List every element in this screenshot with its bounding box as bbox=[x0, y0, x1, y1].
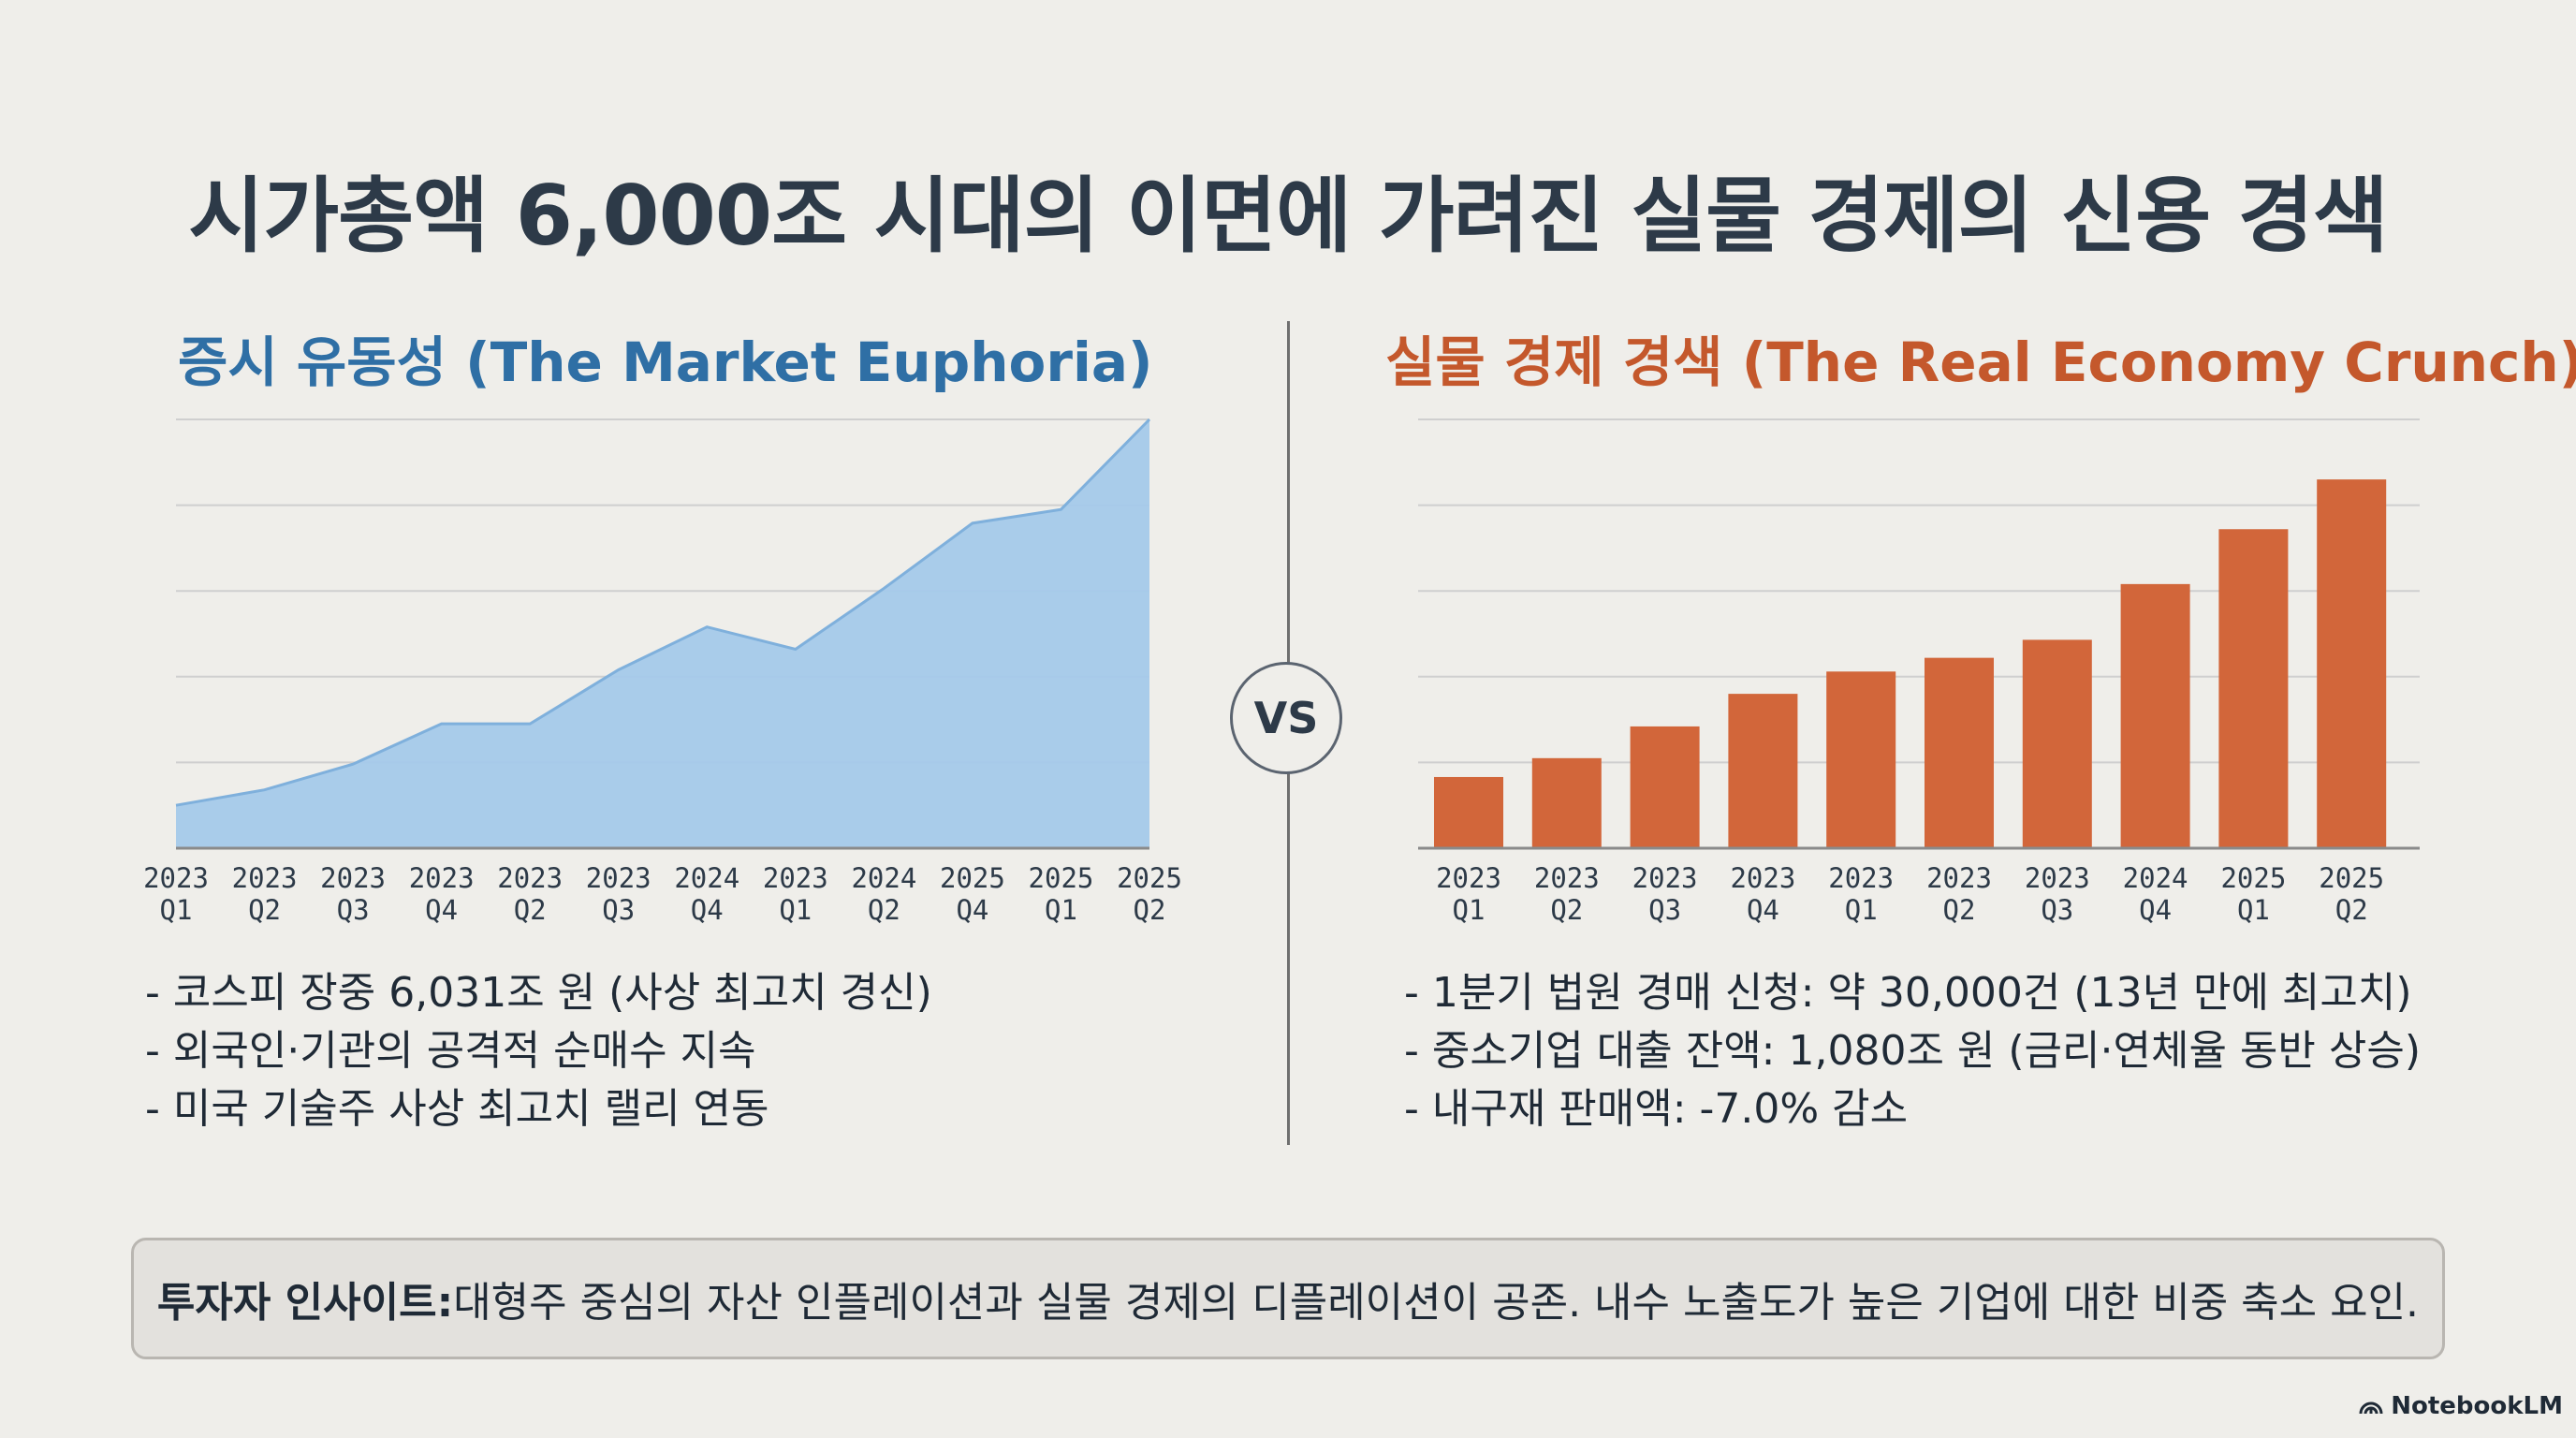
left-tick-label: 2023 Q3 bbox=[320, 862, 386, 926]
tick-year: 2025 bbox=[1117, 862, 1182, 894]
right-panel-title: 실물 경제 경색 (The Real Economy Crunch) bbox=[1385, 330, 2576, 394]
bar bbox=[1531, 757, 1602, 848]
tick-year: 2025 bbox=[1029, 862, 1094, 894]
notebooklm-logo-icon bbox=[2359, 1401, 2383, 1415]
left-tick-label: 2024 Q4 bbox=[674, 862, 739, 926]
right-tick-label: 2023 Q2 bbox=[1534, 862, 1600, 926]
tick-year: 2023 bbox=[586, 862, 651, 894]
tick-quarter: Q2 bbox=[1550, 894, 1583, 926]
tick-year: 2023 bbox=[232, 862, 298, 894]
bar bbox=[1630, 726, 1700, 848]
left-bullet-list: - 코스피 장중 6,031조 원 (사상 최고치 경신) - 외국인·기관의 … bbox=[145, 964, 932, 1138]
tick-quarter: Q3 bbox=[2041, 894, 2073, 926]
bar bbox=[1434, 776, 1503, 848]
list-item: - 내구재 판매액: -7.0% 감소 bbox=[1404, 1085, 1909, 1133]
left-tick-label: 2023 Q2 bbox=[232, 862, 298, 926]
insight-text: 대형주 중심의 자산 인플레이션과 실물 경제의 디플레이션이 공존. 내수 노… bbox=[453, 1279, 2420, 1327]
tick-quarter: Q2 bbox=[248, 894, 281, 926]
tick-year: 2024 bbox=[851, 862, 916, 894]
tick-year: 2023 bbox=[409, 862, 475, 894]
tick-quarter: Q1 bbox=[2237, 894, 2270, 926]
investor-insight-box: 투자자 인사이트: 대형주 중심의 자산 인플레이션과 실물 경제의 디플레이션… bbox=[131, 1238, 2445, 1359]
left-tick-label: 2025 Q4 bbox=[940, 862, 1005, 926]
tick-quarter: Q2 bbox=[1134, 894, 1166, 926]
tick-year: 2023 bbox=[497, 862, 563, 894]
area-line bbox=[175, 418, 1151, 807]
right-bullet-list: - 1분기 법원 경매 신청: 약 30,000건 (13년 만에 최고치) -… bbox=[1404, 964, 2421, 1138]
left-tick-label: 2023 Q1 bbox=[143, 862, 209, 926]
right-tick-label: 2023 Q2 bbox=[1926, 862, 1992, 926]
left-tick-label: 2023 Q4 bbox=[409, 862, 475, 926]
tick-year: 2023 bbox=[2025, 862, 2090, 894]
tick-year: 2023 bbox=[1926, 862, 1992, 894]
tick-quarter: Q2 bbox=[2335, 894, 2368, 926]
bar bbox=[2218, 529, 2289, 848]
tick-quarter: Q3 bbox=[1648, 894, 1681, 926]
tick-quarter: Q2 bbox=[868, 894, 900, 926]
tick-quarter: Q4 bbox=[425, 894, 458, 926]
left-tick-label: 2025 Q1 bbox=[1029, 862, 1094, 926]
right-tick-label: 2024 Q4 bbox=[2123, 862, 2188, 926]
tick-year: 2024 bbox=[2123, 862, 2188, 894]
brand-name: NotebookLM bbox=[2391, 1392, 2563, 1420]
tick-year: 2023 bbox=[1632, 862, 1698, 894]
tick-quarter: Q1 bbox=[1045, 894, 1077, 926]
bar bbox=[2120, 583, 2190, 848]
vs-badge: VS bbox=[1230, 662, 1342, 774]
left-tick-label: 2024 Q2 bbox=[851, 862, 916, 926]
left-tick-label: 2023 Q1 bbox=[763, 862, 828, 926]
tick-quarter: Q3 bbox=[337, 894, 370, 926]
bar bbox=[1728, 694, 1798, 848]
right-tick-label: 2023 Q4 bbox=[1730, 862, 1795, 926]
tick-quarter: Q4 bbox=[956, 894, 988, 926]
list-item: - 1분기 법원 경매 신청: 약 30,000건 (13년 만에 최고치) bbox=[1404, 969, 2412, 1017]
right-tick-label: 2023 Q3 bbox=[2025, 862, 2090, 926]
tick-quarter: Q1 bbox=[1845, 894, 1878, 926]
left-tick-label: 2023 Q3 bbox=[586, 862, 651, 926]
right-tick-label: 2023 Q1 bbox=[1828, 862, 1894, 926]
tick-year: 2025 bbox=[2319, 862, 2384, 894]
right-tick-label: 2023 Q3 bbox=[1632, 862, 1698, 926]
tick-year: 2025 bbox=[2220, 862, 2286, 894]
tick-year: 2023 bbox=[1828, 862, 1894, 894]
tick-year: 2024 bbox=[674, 862, 739, 894]
list-item: - 미국 기술주 사상 최고치 랠리 연동 bbox=[145, 1085, 769, 1133]
tick-quarter: Q2 bbox=[514, 894, 547, 926]
list-item: - 중소기업 대출 잔액: 1,080조 원 (금리·연체율 동반 상승) bbox=[1404, 1027, 2421, 1075]
left-tick-label: 2025 Q2 bbox=[1117, 862, 1182, 926]
tick-quarter: Q2 bbox=[1943, 894, 1976, 926]
tick-year: 2023 bbox=[320, 862, 386, 894]
tick-year: 2023 bbox=[1730, 862, 1795, 894]
list-item: - 외국인·기관의 공격적 순매수 지속 bbox=[145, 1027, 756, 1075]
right-tick-label: 2025 Q2 bbox=[2319, 862, 2384, 926]
tick-year: 2025 bbox=[940, 862, 1005, 894]
tick-quarter: Q1 bbox=[779, 894, 812, 926]
bar bbox=[2022, 639, 2092, 848]
tick-quarter: Q4 bbox=[2139, 894, 2172, 926]
tick-year: 2023 bbox=[143, 862, 209, 894]
tick-quarter: Q1 bbox=[1453, 894, 1486, 926]
page-title: 시가총액 6,000조 시대의 이면에 가려진 실물 경제의 신용 경색 bbox=[188, 168, 2389, 264]
right-tick-label: 2025 Q1 bbox=[2220, 862, 2286, 926]
bar bbox=[1925, 657, 1994, 848]
left-panel-title: 증시 유동성 (The Market Euphoria) bbox=[178, 330, 1153, 394]
tick-quarter: Q3 bbox=[602, 894, 635, 926]
list-item: - 코스피 장중 6,031조 원 (사상 최고치 경신) bbox=[145, 969, 932, 1017]
area-fill bbox=[176, 419, 1149, 848]
tick-year: 2023 bbox=[1436, 862, 1501, 894]
insight-label: 투자자 인사이트: bbox=[156, 1279, 454, 1327]
left-tick-label: 2023 Q2 bbox=[497, 862, 563, 926]
tick-year: 2023 bbox=[1534, 862, 1600, 894]
bar bbox=[1826, 671, 1896, 848]
tick-quarter: Q1 bbox=[160, 894, 193, 926]
tick-year: 2023 bbox=[763, 862, 828, 894]
bar bbox=[2317, 479, 2387, 848]
brand-watermark: NotebookLM bbox=[2359, 1392, 2563, 1420]
tick-quarter: Q4 bbox=[691, 894, 724, 926]
tick-quarter: Q4 bbox=[1747, 894, 1779, 926]
right-tick-label: 2023 Q1 bbox=[1436, 862, 1501, 926]
